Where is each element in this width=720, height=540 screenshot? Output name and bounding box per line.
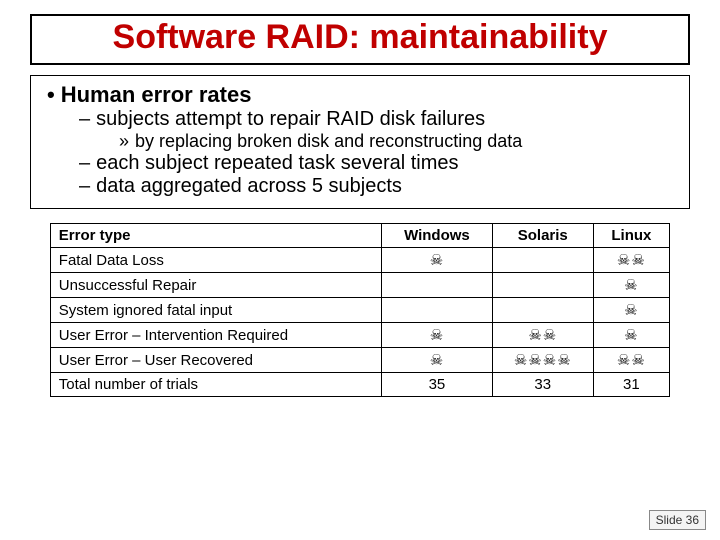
bullet-l2a-text: subjects attempt to repair RAID disk fai… (96, 108, 485, 130)
cell (381, 298, 492, 323)
table-row: User Error – Intervention Required ☠ ☠☠ … (50, 323, 669, 348)
row-label: System ignored fatal input (50, 298, 381, 323)
bullet-l1-text: Human error rates (61, 82, 252, 107)
bullet-level1: •Human error rates (47, 82, 679, 108)
table-row: User Error – User Recovered ☠ ☠☠☠☠ ☠☠ (50, 348, 669, 373)
bullet-level2: –data aggregated across 5 subjects (79, 175, 679, 198)
table-body: Fatal Data Loss ☠ ☠☠ Unsuccessful Repair… (50, 248, 669, 397)
cell: ☠ (593, 273, 670, 298)
bullet-level2: –each subject repeated task several time… (79, 152, 679, 175)
dash-icon: – (79, 108, 90, 131)
row-label: Fatal Data Loss (50, 248, 381, 273)
row-label: User Error – User Recovered (50, 348, 381, 373)
bullet-l3a-text: by replacing broken disk and reconstruct… (135, 131, 522, 151)
cell: 31 (593, 373, 670, 397)
cell: 35 (381, 373, 492, 397)
content-box: •Human error rates –subjects attempt to … (30, 75, 690, 209)
cell: ☠ (381, 248, 492, 273)
cell: ☠☠ (593, 248, 670, 273)
table-row: Unsuccessful Repair ☠ (50, 273, 669, 298)
bullet-l2b-text: each subject repeated task several times (96, 152, 458, 174)
slide-title: Software RAID: maintainability (40, 18, 680, 57)
bullet-l2c-text: data aggregated across 5 subjects (96, 175, 402, 197)
bullet-dot-icon: • (47, 82, 55, 108)
cell (493, 248, 594, 273)
cell: ☠ (381, 323, 492, 348)
cell: ☠ (593, 298, 670, 323)
error-table: Error type Windows Solaris Linux Fatal D… (50, 223, 670, 397)
col-linux: Linux (593, 224, 670, 248)
table-header-row: Error type Windows Solaris Linux (50, 224, 669, 248)
raquo-icon: » (119, 131, 129, 152)
table-row: System ignored fatal input ☠ (50, 298, 669, 323)
cell (493, 273, 594, 298)
table-row: Fatal Data Loss ☠ ☠☠ (50, 248, 669, 273)
cell: ☠ (381, 348, 492, 373)
row-label: Total number of trials (50, 373, 381, 397)
title-box: Software RAID: maintainability (30, 14, 690, 65)
cell: ☠☠☠☠ (493, 348, 594, 373)
table-row: Total number of trials 35 33 31 (50, 373, 669, 397)
cell: ☠ (593, 323, 670, 348)
cell (381, 273, 492, 298)
row-label: Unsuccessful Repair (50, 273, 381, 298)
col-solaris: Solaris (493, 224, 594, 248)
slide-number: Slide 36 (649, 510, 706, 530)
dash-icon: – (79, 152, 90, 175)
col-errortype: Error type (50, 224, 381, 248)
cell: ☠☠ (593, 348, 670, 373)
dash-icon: – (79, 175, 90, 198)
col-windows: Windows (381, 224, 492, 248)
bullet-level3: » by replacing broken disk and reconstruc… (119, 131, 679, 152)
cell (493, 298, 594, 323)
cell: ☠☠ (493, 323, 594, 348)
cell: 33 (493, 373, 594, 397)
row-label: User Error – Intervention Required (50, 323, 381, 348)
bullet-level2: –subjects attempt to repair RAID disk fa… (79, 108, 679, 131)
